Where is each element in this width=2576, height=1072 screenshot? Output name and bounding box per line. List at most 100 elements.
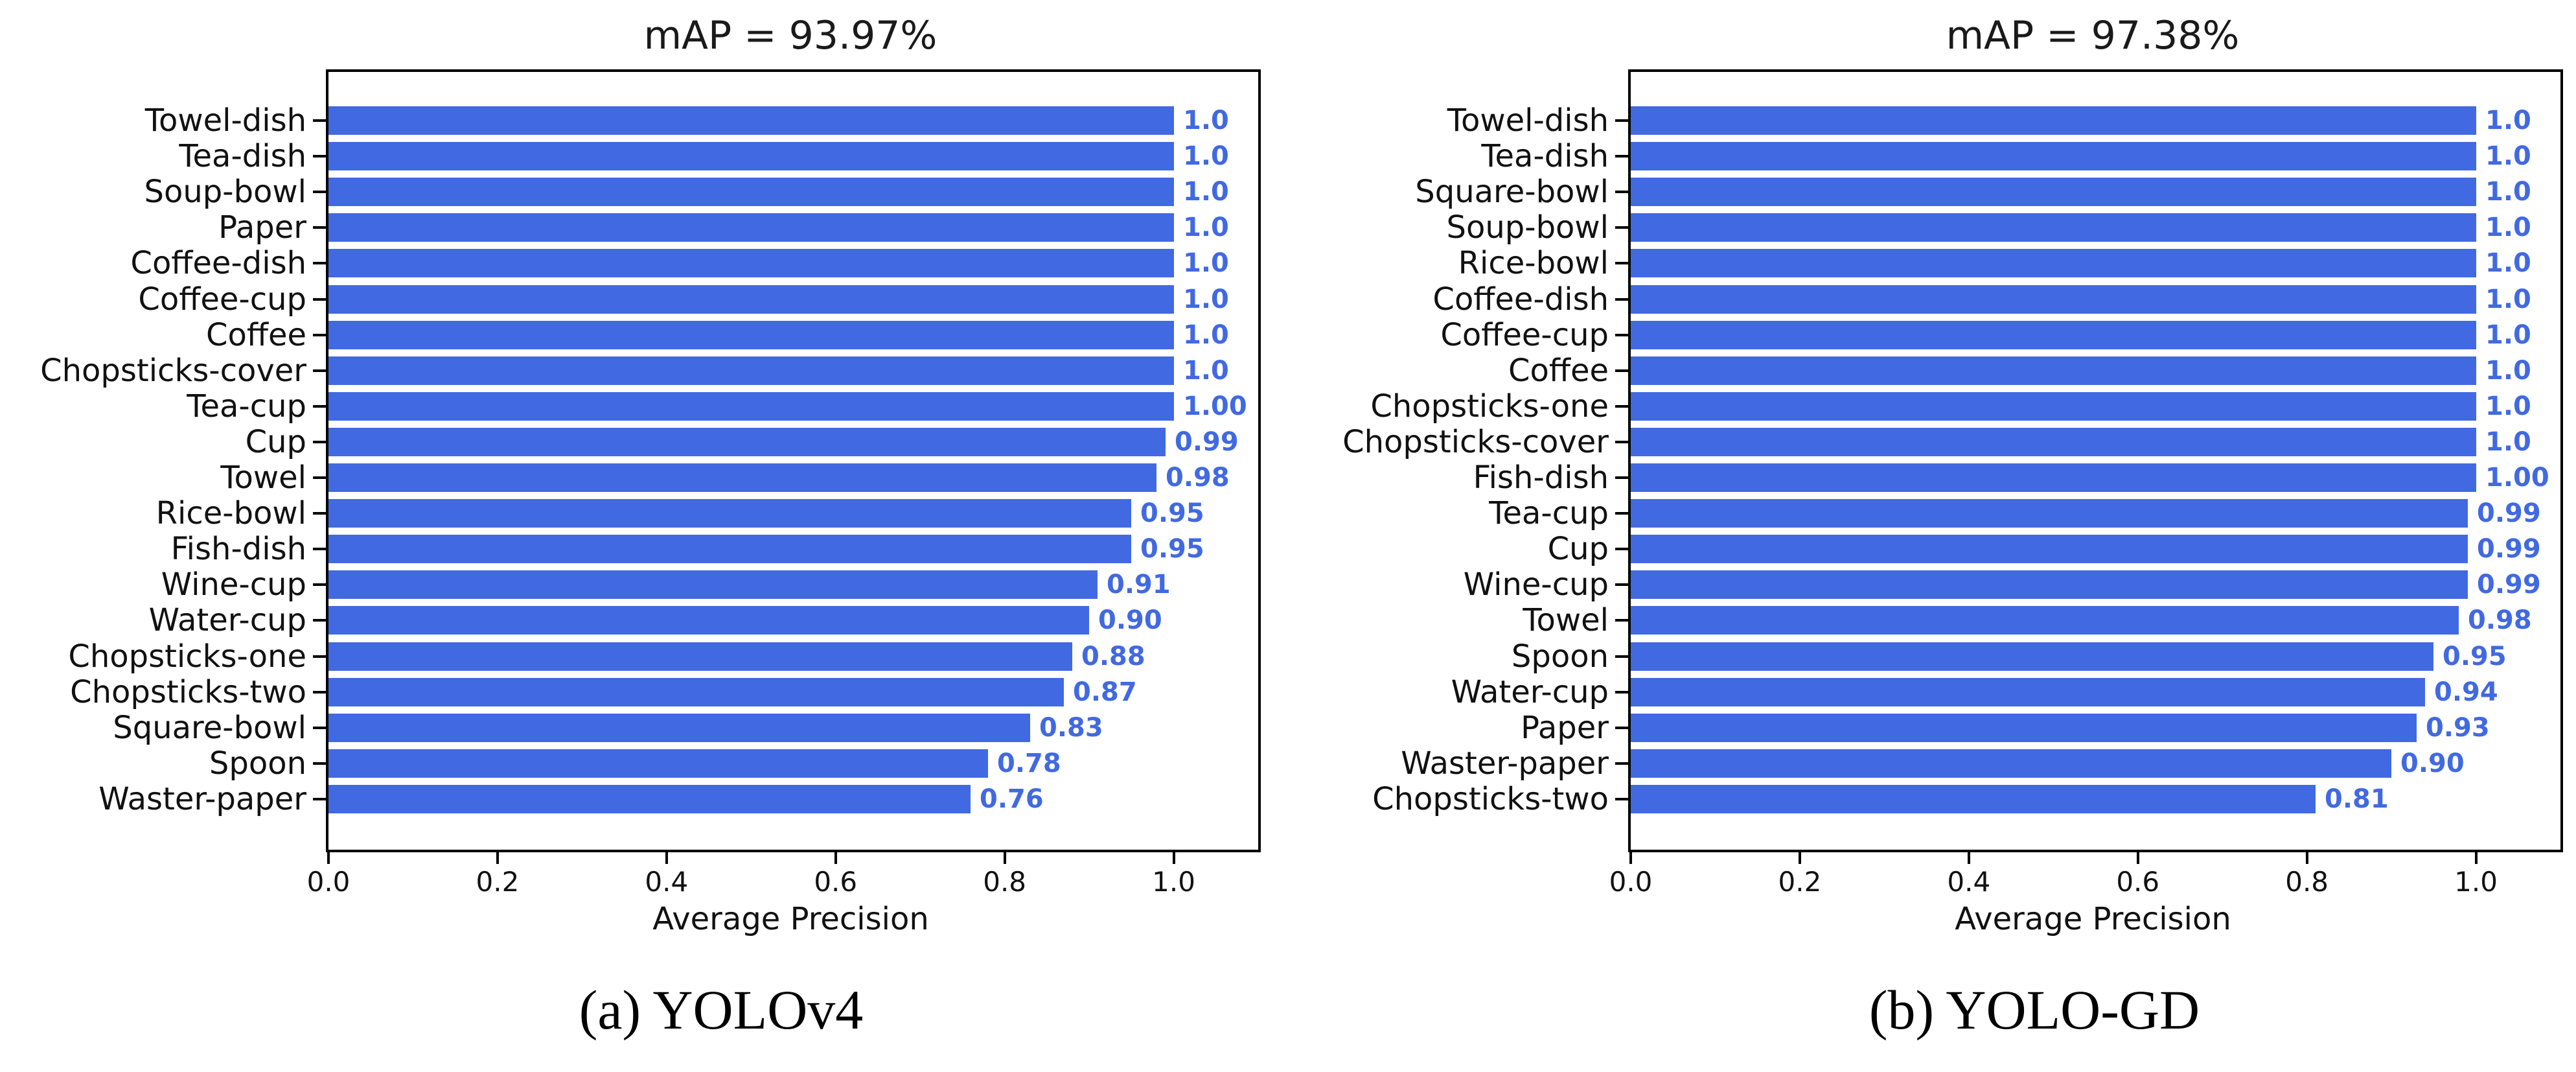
y-axis-category-label: Towel-dish bbox=[144, 102, 306, 139]
bar bbox=[1631, 463, 2476, 493]
bar-value-label: 1.0 bbox=[2485, 141, 2531, 172]
bar-value-label: 0.87 bbox=[1073, 677, 1137, 707]
x-tick-label: 1.0 bbox=[1152, 866, 1195, 898]
bar-value-label: 1.0 bbox=[1183, 320, 1229, 350]
y-tick-mark bbox=[1615, 690, 1628, 693]
x-tick-mark bbox=[496, 852, 499, 864]
y-tick-mark bbox=[313, 798, 326, 800]
bar-value-label: 0.93 bbox=[2426, 712, 2490, 743]
x-tick-label: 0.0 bbox=[1609, 866, 1653, 898]
y-axis-category-label: Coffee-cup bbox=[1440, 316, 1609, 353]
y-axis-category-label: Chopsticks-two bbox=[1372, 781, 1609, 817]
bar bbox=[328, 463, 1156, 493]
y-tick-mark bbox=[313, 655, 326, 658]
bar bbox=[328, 642, 1072, 671]
y-tick-mark bbox=[1615, 297, 1628, 301]
y-tick-mark bbox=[313, 333, 326, 336]
y-tick-mark bbox=[313, 191, 326, 194]
y-axis-category-label: Chopsticks-two bbox=[70, 673, 306, 710]
bar bbox=[328, 749, 988, 778]
bar-value-label: 1.0 bbox=[1183, 141, 1229, 172]
bar bbox=[1631, 499, 2468, 528]
bar-value-label: 1.0 bbox=[2485, 355, 2531, 386]
y-axis-category-label: Paper bbox=[1521, 709, 1609, 746]
bar-value-label: 1.0 bbox=[1183, 248, 1229, 279]
bar-value-label: 0.88 bbox=[1081, 641, 1145, 671]
bar bbox=[1631, 249, 2476, 278]
y-axis-category-label: Towel bbox=[1523, 602, 1609, 639]
y-tick-mark bbox=[313, 476, 326, 480]
bar bbox=[328, 249, 1174, 278]
bar-value-label: 0.90 bbox=[1098, 605, 1162, 636]
y-axis-category-label: Tea-dish bbox=[1481, 138, 1609, 175]
y-tick-mark bbox=[313, 369, 326, 372]
y-tick-mark bbox=[1615, 369, 1628, 372]
y-axis-category-label: Tea-cup bbox=[187, 388, 306, 425]
x-tick-mark bbox=[1003, 852, 1006, 864]
bar-value-label: 1.00 bbox=[1183, 391, 1247, 421]
bar bbox=[1631, 285, 2476, 314]
y-axis-category-label: Tea-cup bbox=[1489, 495, 1609, 532]
y-axis-category-label: Waster-paper bbox=[1401, 745, 1609, 782]
y-tick-mark bbox=[313, 155, 326, 158]
y-axis-category-label: Square-bowl bbox=[1415, 174, 1609, 211]
x-tick-mark bbox=[327, 852, 330, 864]
x-tick-mark bbox=[665, 852, 668, 864]
x-tick-mark bbox=[834, 852, 837, 864]
x-tick-label: 0.2 bbox=[476, 866, 520, 898]
y-tick-mark bbox=[1615, 191, 1628, 194]
bar-value-label: 0.99 bbox=[2477, 534, 2541, 565]
bar bbox=[328, 570, 1098, 600]
y-axis-category-label: Chopsticks-cover bbox=[1342, 423, 1609, 460]
y-tick-mark bbox=[313, 440, 326, 443]
y-tick-mark bbox=[313, 226, 326, 229]
bar bbox=[1631, 642, 2433, 671]
bar bbox=[328, 320, 1174, 349]
y-tick-mark bbox=[1615, 476, 1628, 480]
bar-value-label: 1.0 bbox=[1183, 177, 1229, 207]
bar bbox=[328, 142, 1174, 171]
x-tick-label: 0.2 bbox=[1778, 866, 1822, 898]
y-tick-mark bbox=[1615, 619, 1628, 622]
x-tick-mark bbox=[2305, 852, 2308, 864]
bar-value-label: 0.90 bbox=[2400, 748, 2465, 778]
bar-value-label: 0.95 bbox=[2443, 641, 2507, 671]
y-axis-category-label: Coffee-cup bbox=[138, 281, 306, 318]
bar bbox=[328, 713, 1030, 742]
bar bbox=[1631, 106, 2476, 135]
x-tick-label: 0.0 bbox=[306, 866, 351, 898]
plot-area-left: 1.0 Towel-dish 1.0 Tea-dish 1.0 Soup-bowl 1.0 P… bbox=[40, 69, 1261, 898]
bar-value-label: 0.99 bbox=[2477, 498, 2541, 529]
x-tick-mark bbox=[2136, 852, 2139, 864]
bar-value-label: 1.0 bbox=[2485, 177, 2531, 207]
x-tick-label: 0.4 bbox=[1947, 866, 1991, 898]
x-tick-label: 0.8 bbox=[2285, 866, 2329, 898]
bar bbox=[1631, 713, 2417, 742]
bar-value-label: 1.0 bbox=[1183, 355, 1229, 386]
x-tick-label: 0.8 bbox=[983, 866, 1027, 898]
y-axis-category-label: Paper bbox=[218, 209, 306, 246]
bar-value-label: 0.95 bbox=[1140, 534, 1204, 565]
bar-value-label: 0.78 bbox=[997, 748, 1061, 778]
bar-value-label: 1.0 bbox=[2485, 213, 2531, 243]
y-axis-category-label: Coffee-dish bbox=[130, 245, 306, 282]
bar-value-label: 0.76 bbox=[980, 784, 1044, 814]
x-tick-mark bbox=[1798, 852, 1801, 864]
x-axis-label-left: Average Precision bbox=[652, 901, 929, 937]
bar-value-label: 1.0 bbox=[2485, 320, 2531, 350]
y-axis-category-label: Fish-dish bbox=[170, 531, 306, 568]
y-tick-mark bbox=[1615, 583, 1628, 587]
y-tick-mark bbox=[313, 119, 326, 122]
chart-title-left: mAP = 93.97% bbox=[643, 13, 937, 58]
chart-title-right: mAP = 97.38% bbox=[1946, 13, 2240, 58]
bar-value-label: 1.00 bbox=[2485, 463, 2549, 493]
bar bbox=[328, 677, 1064, 706]
y-tick-mark bbox=[1615, 155, 1628, 158]
y-axis-category-label: Coffee bbox=[205, 316, 306, 353]
y-tick-mark bbox=[313, 548, 326, 551]
bar-value-label: 1.0 bbox=[2485, 248, 2531, 279]
x-tick-mark bbox=[1172, 852, 1175, 864]
y-axis-category-label: Cup bbox=[245, 423, 306, 460]
bar bbox=[1631, 570, 2468, 600]
